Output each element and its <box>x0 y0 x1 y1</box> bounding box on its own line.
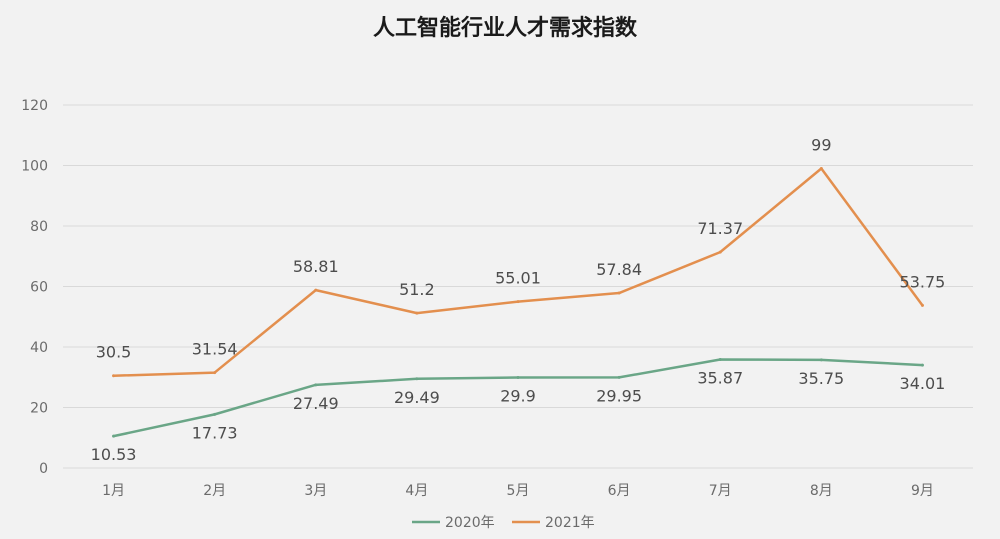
data-point <box>314 288 318 292</box>
data-label: 27.49 <box>293 394 339 413</box>
data-point <box>617 291 621 295</box>
data-labels: 10.53 17.73 27.49 29.49 29.9 29.95 35.87 35.75 3… <box>91 136 946 465</box>
data-point <box>920 303 924 307</box>
x-tick-label: 7月 <box>709 483 732 499</box>
data-label: 34.01 <box>900 374 946 393</box>
y-tick-label: 80 <box>30 219 48 235</box>
y-axis: 0 20 40 60 80 100 120 <box>21 98 48 477</box>
x-tick-label: 1月 <box>102 483 125 499</box>
data-point <box>718 250 722 254</box>
data-label: 30.5 <box>96 343 132 362</box>
data-point <box>112 434 116 438</box>
x-tick-label: 8月 <box>810 483 833 499</box>
data-point <box>314 383 318 387</box>
data-label: 17.73 <box>192 423 238 442</box>
data-point <box>617 375 621 379</box>
y-tick-label: 0 <box>39 461 48 477</box>
data-point <box>112 374 116 378</box>
y-tick-label: 100 <box>21 159 48 175</box>
series-layer <box>112 167 924 438</box>
x-tick-label: 6月 <box>608 483 631 499</box>
legend-label: 2021年 <box>545 515 595 531</box>
x-tick-label: 2月 <box>203 483 226 499</box>
data-label: 99 <box>811 136 831 155</box>
data-label: 55.01 <box>495 269 541 288</box>
x-tick-label: 4月 <box>405 483 428 499</box>
legend: 2020年 2021年 <box>412 515 595 531</box>
data-label: 53.75 <box>900 272 946 291</box>
data-point <box>415 377 419 381</box>
data-label: 29.95 <box>596 386 642 405</box>
data-point <box>819 358 823 362</box>
x-tick-label: 9月 <box>911 483 934 499</box>
y-tick-label: 120 <box>21 98 48 114</box>
data-label: 51.2 <box>399 280 435 299</box>
legend-label: 2020年 <box>445 515 495 531</box>
data-label: 31.54 <box>192 340 238 359</box>
data-point <box>415 311 419 315</box>
data-point <box>516 376 520 380</box>
data-label: 10.53 <box>91 445 137 464</box>
data-point <box>819 167 823 171</box>
y-tick-label: 60 <box>30 280 48 296</box>
x-tick-label: 5月 <box>507 483 530 499</box>
data-label: 29.9 <box>500 387 536 406</box>
grid-lines <box>63 104 973 469</box>
data-point <box>213 412 217 416</box>
data-point <box>718 357 722 361</box>
data-label: 35.87 <box>697 368 743 387</box>
data-label: 58.81 <box>293 257 339 276</box>
x-axis: 1月 2月 3月 4月 5月 6月 7月 8月 9月 <box>102 483 934 499</box>
data-label: 29.49 <box>394 388 440 407</box>
data-label: 71.37 <box>697 219 743 238</box>
data-label: 57.84 <box>596 260 642 279</box>
data-label: 35.75 <box>798 369 844 388</box>
data-point <box>516 300 520 304</box>
data-point <box>920 363 924 367</box>
y-tick-label: 40 <box>30 340 48 356</box>
x-tick-label: 3月 <box>304 483 327 499</box>
chart-title: 人工智能行业人才需求指数 <box>373 15 638 41</box>
data-point <box>213 371 217 375</box>
y-tick-label: 20 <box>30 401 48 417</box>
